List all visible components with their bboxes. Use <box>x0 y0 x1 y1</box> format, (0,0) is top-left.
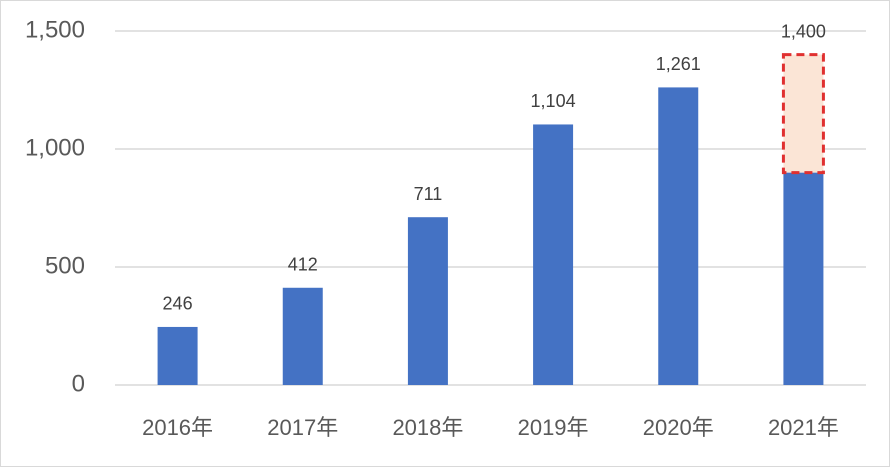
x-tick-label: 2018年 <box>392 415 463 440</box>
x-tick-label: 2016年 <box>142 415 213 440</box>
bar <box>157 326 198 385</box>
y-tick-label: 1,500 <box>25 16 85 43</box>
y-tick-label: 1,000 <box>25 134 85 161</box>
bar <box>407 217 448 385</box>
bar <box>658 87 699 386</box>
bar <box>282 287 323 385</box>
y-tick-label: 0 <box>72 370 85 397</box>
y-tick-label: 500 <box>45 252 85 279</box>
value-label: 246 <box>163 294 193 314</box>
value-label: 711 <box>414 184 443 204</box>
x-tick-label: 2020年 <box>643 415 714 440</box>
value-label: 1,261 <box>656 54 701 74</box>
x-tick-label: 2017年 <box>267 415 338 440</box>
x-tick-label: 2019年 <box>518 415 589 440</box>
value-label: 1,400 <box>781 21 826 41</box>
value-label: 412 <box>288 255 318 275</box>
projected-range <box>781 53 825 175</box>
value-label: 1,104 <box>531 91 576 111</box>
bar <box>533 124 574 386</box>
x-tick-label: 2021年 <box>768 415 839 440</box>
bar <box>783 172 824 385</box>
